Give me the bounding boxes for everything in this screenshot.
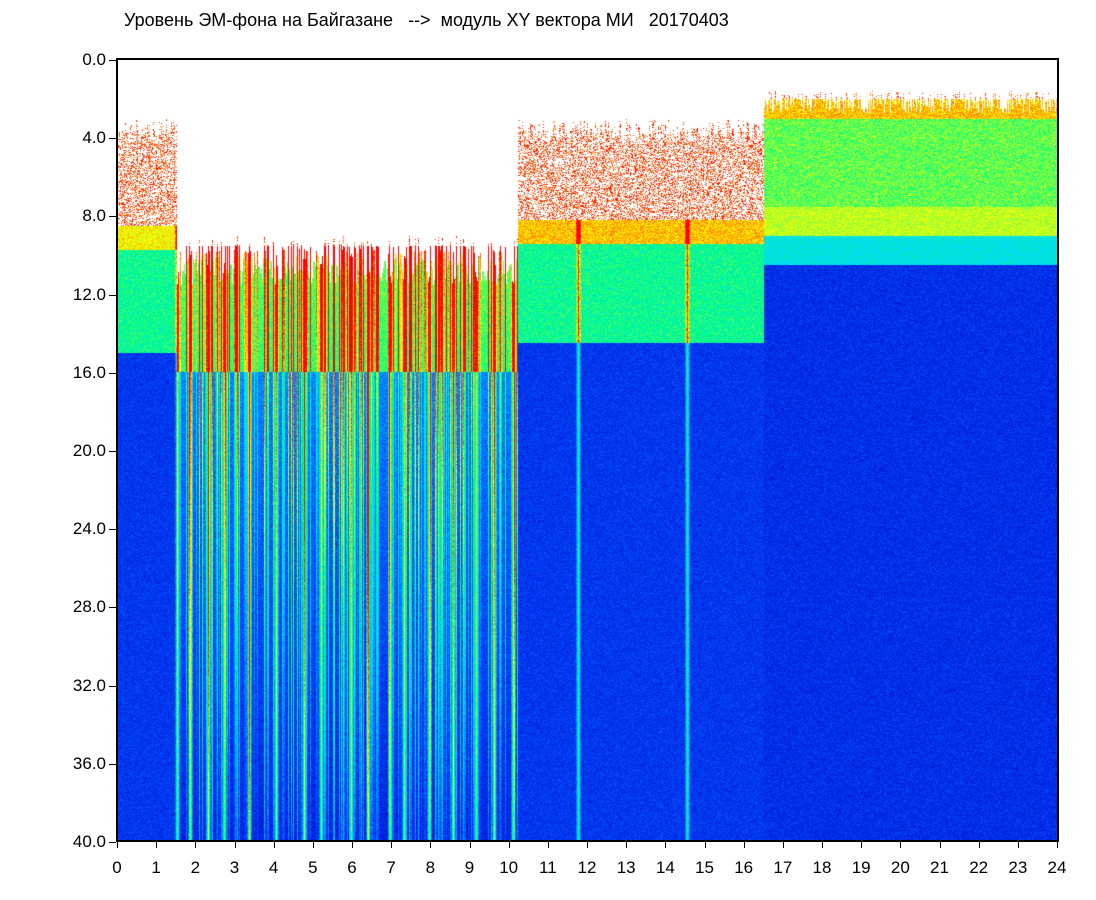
x-tick-mark xyxy=(156,842,158,848)
x-tick-mark xyxy=(547,842,549,848)
x-tick-mark xyxy=(352,842,353,848)
x-tick-label: 0 xyxy=(112,858,122,877)
y-tick-mark xyxy=(109,372,116,374)
x-tick-mark xyxy=(391,842,393,848)
y-tick-label: 8.0 xyxy=(82,206,106,226)
x-tick-label: 5 xyxy=(308,858,318,877)
x-tick-label: 8 xyxy=(425,858,436,877)
x-tick-label: 16 xyxy=(734,858,754,877)
y-tick-mark xyxy=(109,685,116,687)
y-tick-label: 20.0 xyxy=(72,441,106,460)
x-tick-mark xyxy=(939,842,941,848)
x-tick-mark xyxy=(900,842,902,848)
x-tick-mark xyxy=(704,842,706,848)
x-tick-label: 13 xyxy=(616,858,636,877)
x-tick-mark xyxy=(861,842,863,848)
y-tick-mark xyxy=(109,60,116,61)
y-tick-label: 28.0 xyxy=(72,597,106,617)
x-tick-label: 12 xyxy=(577,858,597,877)
x-tick-label: 17 xyxy=(773,858,793,877)
x-tick-label: 22 xyxy=(969,858,989,877)
x-tick-mark xyxy=(273,842,275,848)
x-tick-mark xyxy=(469,842,471,848)
x-tick-mark xyxy=(587,842,588,848)
x-tick-label: 19 xyxy=(851,858,871,877)
x-tick-label: 11 xyxy=(539,858,557,877)
x-tick-mark xyxy=(665,842,667,848)
x-tick-label: 24 xyxy=(1047,858,1067,877)
x-tick-label: 4 xyxy=(268,858,279,877)
y-tick-mark xyxy=(109,451,116,452)
y-tick-label: 32.0 xyxy=(72,675,106,695)
x-tick-label: 1 xyxy=(151,858,161,877)
plot-area xyxy=(116,58,1059,842)
x-tick-label: 21 xyxy=(930,858,949,877)
x-tick-label: 18 xyxy=(812,858,832,877)
y-tick-mark xyxy=(109,763,116,765)
x-tick-label: 20 xyxy=(890,858,910,877)
y-tick-mark xyxy=(109,294,116,296)
x-tick-label: 14 xyxy=(655,858,675,877)
y-tick-label: 12.0 xyxy=(72,284,106,304)
x-tick-label: 7 xyxy=(386,858,396,877)
x-tick-mark xyxy=(1017,842,1019,848)
x-tick-label: 15 xyxy=(695,858,714,877)
x-tick-label: 3 xyxy=(229,858,240,877)
x-tick-mark xyxy=(234,842,236,848)
x-tick-label: 23 xyxy=(1008,858,1028,877)
y-tick-label: 36.0 xyxy=(72,753,106,773)
y-tick-label: 40.0 xyxy=(72,832,106,851)
y-tick-mark xyxy=(109,138,116,140)
x-tick-label: 10 xyxy=(499,858,519,877)
x-tick-mark xyxy=(626,842,628,848)
y-tick-label: 16.0 xyxy=(72,362,106,382)
chart-title: Уровень ЭМ-фона на Байгазане --> модуль … xyxy=(124,10,729,30)
x-tick-mark xyxy=(508,842,510,848)
x-tick-label: 2 xyxy=(190,858,201,877)
x-tick-mark xyxy=(782,842,784,848)
y-tick-mark xyxy=(109,607,116,609)
x-tick-mark xyxy=(1057,842,1058,848)
x-tick-mark xyxy=(312,842,314,848)
x-tick-mark xyxy=(743,842,745,848)
y-tick-mark xyxy=(109,842,116,843)
x-tick-label: 9 xyxy=(464,858,475,877)
y-tick-mark xyxy=(109,216,116,218)
x-tick-mark xyxy=(117,842,118,848)
y-tick-label: 4.0 xyxy=(82,128,106,148)
x-tick-mark xyxy=(978,842,980,848)
spectrogram-heatmap xyxy=(118,60,1057,840)
y-tick-label: 0.0 xyxy=(82,50,106,69)
x-tick-mark xyxy=(430,842,432,848)
x-tick-label: 6 xyxy=(347,858,357,877)
y-tick-mark xyxy=(109,529,116,531)
x-tick-mark xyxy=(195,842,197,848)
y-tick-label: 24.0 xyxy=(72,519,106,539)
x-tick-mark xyxy=(822,842,823,848)
